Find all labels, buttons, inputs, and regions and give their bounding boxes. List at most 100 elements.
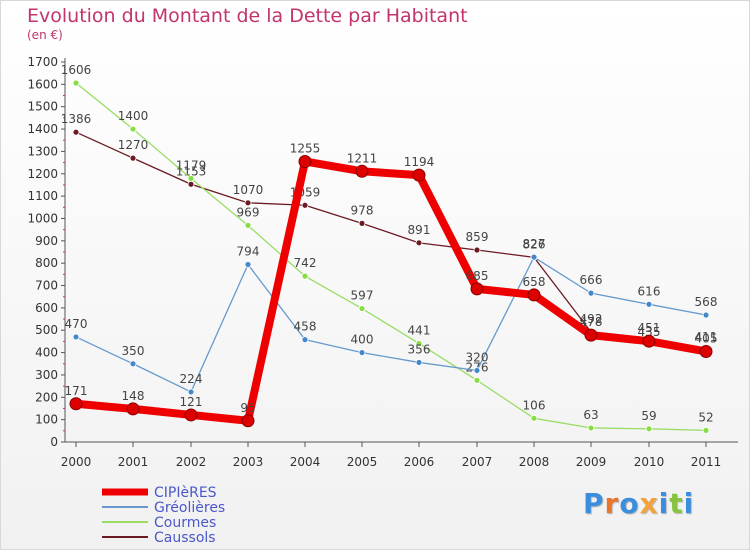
data-label: 121	[180, 395, 203, 409]
data-label: 794	[237, 245, 260, 259]
data-label: 826	[523, 237, 546, 251]
y-tick-label: 400	[35, 346, 58, 360]
data-label: 891	[408, 223, 431, 237]
data-point	[184, 408, 198, 422]
legend-label: Caussols	[154, 530, 216, 546]
y-tick-label: 1400	[27, 122, 58, 136]
y-tick-label: 1700	[27, 55, 58, 69]
data-point	[72, 333, 80, 341]
data-label: 827	[523, 237, 546, 251]
proxiti-logo: Proxiti	[583, 487, 694, 520]
y-tick-label: 1000	[27, 211, 58, 225]
x-tick-label: 2006	[404, 455, 435, 469]
data-label: 405	[695, 331, 718, 345]
data-label: 1386	[61, 112, 92, 126]
data-label: 1153	[176, 164, 207, 178]
x-tick-label: 2009	[576, 455, 607, 469]
data-point	[702, 311, 710, 319]
y-tick-label: 1200	[27, 167, 58, 181]
data-label: 1194	[404, 155, 435, 169]
x-tick-label: 2011	[691, 455, 722, 469]
data-label: 441	[408, 323, 431, 337]
data-label: 1400	[118, 109, 149, 123]
data-point	[645, 425, 653, 433]
data-point	[244, 199, 252, 207]
data-label: 356	[408, 342, 431, 356]
data-label: 1270	[118, 138, 149, 152]
data-label: 106	[523, 398, 546, 412]
data-point	[473, 367, 481, 374]
data-label: 59	[641, 409, 656, 423]
data-label: 63	[583, 408, 598, 422]
data-point	[301, 201, 309, 209]
data-point	[473, 246, 481, 254]
data-point	[530, 414, 538, 422]
data-point	[126, 402, 140, 416]
data-point	[244, 221, 252, 229]
series-line-caussols	[75, 131, 707, 351]
logo-letter: i	[683, 487, 695, 520]
logo-letter: t	[669, 487, 684, 520]
data-point	[584, 328, 598, 342]
logo-letter: P	[583, 487, 605, 520]
data-point	[241, 414, 255, 428]
y-tick-label: 300	[35, 368, 58, 382]
data-label: 568	[695, 295, 718, 309]
y-tick-label: 1100	[27, 189, 58, 203]
chart-title: Evolution du Montant de la Dette par Hab…	[27, 5, 468, 27]
data-point	[358, 305, 366, 312]
data-point	[702, 426, 710, 434]
data-point	[129, 125, 137, 133]
logo-letter: i	[658, 487, 670, 520]
y-tick-label: 600	[35, 301, 58, 315]
x-tick-label: 2010	[634, 455, 665, 469]
data-label: 969	[237, 205, 260, 219]
data-point	[301, 336, 309, 344]
data-point	[129, 360, 137, 368]
data-point	[415, 239, 423, 247]
data-label: 52	[698, 410, 713, 424]
data-label: 350	[122, 344, 145, 358]
data-point	[527, 288, 541, 302]
y-tick-label: 100	[35, 413, 58, 427]
data-label: 1255	[290, 141, 321, 155]
x-tick-label: 2003	[233, 455, 264, 469]
series-line-cipières	[72, 157, 710, 425]
data-label: 458	[294, 320, 317, 334]
y-tick-label: 0	[50, 435, 58, 449]
y-tick-label: 800	[35, 256, 58, 270]
data-point	[412, 168, 426, 182]
data-point	[244, 261, 252, 268]
x-tick-label: 2002	[176, 455, 207, 469]
data-point	[69, 397, 83, 411]
y-tick-label: 1300	[27, 144, 58, 158]
data-label: 95	[240, 401, 255, 415]
data-label: 148	[122, 389, 145, 403]
data-label: 742	[294, 256, 317, 270]
x-tick-label: 2001	[118, 455, 149, 469]
y-tick-label: 900	[35, 234, 58, 248]
data-point	[587, 289, 595, 297]
y-tick-label: 1600	[27, 77, 58, 91]
data-point	[358, 219, 366, 227]
y-tick-label: 200	[35, 390, 58, 404]
logo-letter: x	[639, 487, 659, 520]
data-point	[530, 253, 538, 261]
x-tick-label: 2007	[462, 455, 493, 469]
logo-letter: r	[604, 487, 620, 520]
y-tick-label: 700	[35, 279, 58, 293]
data-label: 451	[638, 321, 661, 335]
data-label: 666	[580, 273, 603, 287]
x-tick-label: 2008	[519, 455, 550, 469]
data-label: 685	[466, 269, 489, 283]
data-point	[470, 282, 484, 296]
data-point	[642, 334, 656, 348]
data-label: 1179	[176, 158, 207, 172]
data-label: 597	[351, 289, 374, 303]
data-point	[415, 359, 423, 366]
legend-label: CIPIèRES	[154, 485, 217, 501]
data-point	[72, 79, 80, 87]
data-point	[187, 388, 195, 396]
